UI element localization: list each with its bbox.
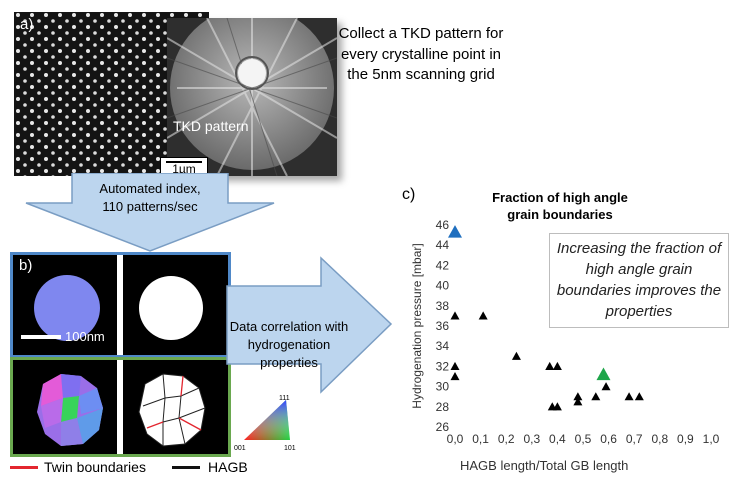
y-tick-label: 28 [436, 400, 450, 414]
data-point [552, 402, 562, 411]
tkd-pattern-label: TKD pattern [173, 118, 249, 134]
panel-b-label: b) [19, 257, 33, 274]
y-tick-label: 34 [436, 339, 450, 353]
tkd-pattern-image: TKD pattern [167, 18, 337, 176]
panel-c-label: c) [402, 186, 416, 203]
data-point [545, 361, 555, 370]
collect-text: Collect a TKD pattern for every crystall… [338, 25, 504, 83]
x-tick-label: 0,7 [626, 432, 643, 446]
right-arrow-line1: Data correlation with [229, 319, 349, 334]
x-tick-label: 0,3 [523, 432, 540, 446]
grain-mask [139, 276, 203, 340]
highlight-point [448, 225, 462, 238]
panel-b-bottom-frame [10, 357, 231, 457]
ipf-label-111: 111 [279, 395, 290, 402]
data-point [552, 361, 562, 370]
data-point [573, 397, 583, 406]
y-tick-label: 26 [436, 420, 450, 434]
right-arrow-line3: properties [260, 355, 318, 370]
x-tick-label: 0,6 [600, 432, 617, 446]
x-tick-label: 0,0 [447, 432, 464, 446]
ipf-label-101: 101 [284, 445, 296, 452]
right-arrow-line2: hydrogenation [247, 337, 331, 352]
y-tick-label: 46 [436, 218, 450, 232]
data-point [450, 311, 460, 320]
kikuchi-pattern [167, 18, 337, 176]
scale-bar-100nm-line [21, 335, 61, 339]
data-point [511, 351, 521, 360]
legend: Twin boundaries HAGB [10, 458, 300, 478]
x-axis-ticks: 0,0 0,1 0,2 0,3 0,4 0,5 0,6 0,7 0,8 0,9 1,0 [447, 432, 720, 446]
panel-a-label: a) [20, 16, 34, 33]
twin-boundary-label: Twin boundaries [44, 459, 146, 475]
highlight-point [596, 367, 611, 381]
x-tick-label: 0,4 [549, 432, 566, 446]
x-tick-label: 0,1 [472, 432, 489, 446]
right-arrow-text: Data correlation with hydrogenation prop… [224, 318, 354, 372]
data-point [450, 361, 460, 370]
y-tick-label: 36 [436, 319, 450, 333]
data-point [624, 392, 634, 401]
data-point [601, 382, 611, 391]
x-tick-label: 0,2 [498, 432, 515, 446]
down-arrow-text: Automated index, 110 patterns/sec [72, 180, 228, 216]
y-tick-label: 38 [436, 299, 450, 313]
x-tick-label: 0,9 [677, 432, 694, 446]
twin-boundary-swatch [10, 466, 38, 469]
hagb-swatch [172, 466, 200, 469]
y-axis-label: Hydrogenation pressure [mbar] [410, 243, 424, 408]
x-tick-label: 1,0 [703, 432, 720, 446]
down-arrow-line2: 110 patterns/sec [102, 199, 198, 214]
y-axis-ticks: 26 28 30 32 34 36 38 40 42 44 46 [436, 218, 450, 434]
data-points [448, 225, 644, 411]
x-tick-label: 0,5 [575, 432, 592, 446]
data-point [634, 392, 644, 401]
ipf-color-key: 111 001 101 [234, 395, 296, 452]
grain-orientation-map [37, 374, 103, 446]
y-tick-label: 30 [436, 380, 450, 394]
y-tick-label: 44 [436, 238, 450, 252]
data-point [591, 392, 601, 401]
y-tick-label: 42 [436, 258, 450, 272]
right-arrow [226, 256, 393, 394]
panel-b-top-frame: b) 100nm [10, 252, 231, 358]
panel-b-divider [117, 255, 123, 355]
down-arrow [25, 173, 275, 252]
y-tick-label: 40 [436, 279, 450, 293]
x-axis-label: HAGB length/Total GB length [460, 458, 629, 473]
ipf-label-001: 001 [234, 445, 246, 452]
data-point [478, 311, 488, 320]
data-point [573, 392, 583, 401]
down-arrow-line1: Automated index, [99, 181, 201, 196]
scale-bar-100nm-text: 100nm [65, 329, 105, 344]
x-tick-label: 0,8 [651, 432, 668, 446]
annotation-box: Increasing the fraction of high angle gr… [549, 233, 729, 328]
chart-title: Fraction of high angle grain boundaries [492, 190, 628, 222]
grain-boundary-map [138, 373, 206, 447]
scale-bar-line [166, 161, 202, 163]
hagb-label: HAGB [208, 459, 248, 475]
orientation-map [34, 275, 100, 341]
y-tick-label: 32 [436, 359, 450, 373]
panel-b-divider-bottom [117, 360, 123, 454]
data-point [450, 372, 460, 381]
